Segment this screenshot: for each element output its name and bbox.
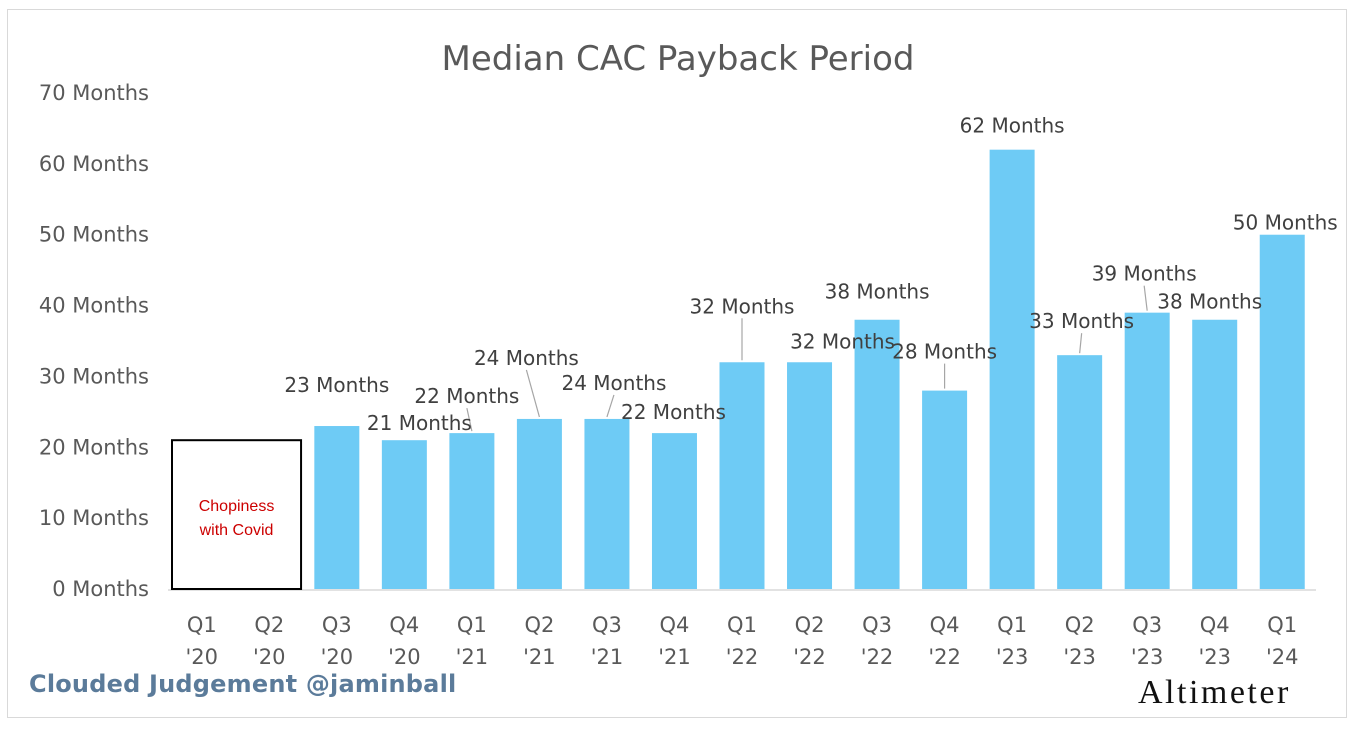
bar (989, 149, 1035, 589)
bar (1124, 312, 1170, 589)
data-label: 33 Months (1029, 309, 1134, 333)
data-label: 24 Months (561, 371, 666, 395)
chart-title: Median CAC Payback Period (442, 39, 915, 79)
bar (449, 433, 495, 589)
x-tick-label: '21 (658, 645, 691, 669)
label-leaders (466, 285, 1148, 432)
data-label: 39 Months (1092, 262, 1197, 286)
x-tick-label: '24 (1266, 645, 1299, 669)
x-tick-label: Q3 (592, 613, 622, 637)
x-tick-label: '23 (996, 645, 1029, 669)
credit-watermark: Clouded Judgement @jaminball (29, 670, 457, 698)
data-label: 21 Months (367, 411, 472, 435)
x-tick-label: '23 (1063, 645, 1096, 669)
bar (651, 433, 697, 589)
y-tick-label: 30 Months (39, 364, 149, 388)
x-tick-label: Q3 (1132, 613, 1162, 637)
x-tick-label: Q4 (930, 613, 960, 637)
x-tick-label: Q2 (524, 613, 554, 637)
x-tick-label: '21 (456, 645, 489, 669)
x-tick-label: Q1 (457, 613, 487, 637)
y-tick-label: 0 Months (52, 577, 149, 601)
data-label: 28 Months (892, 340, 997, 364)
data-label: 22 Months (414, 384, 519, 408)
leader-line (466, 407, 473, 432)
y-tick-label: 10 Months (39, 506, 149, 530)
x-axis: Q1 '20 Q2 '20 Q3 '20 Q4 '20 Q1 '21 Q2 '21 Q3 '21 Q4 '21… (168, 589, 1316, 669)
data-label: 32 Months (790, 329, 895, 353)
bar (854, 319, 900, 589)
chart-frame (7, 9, 1347, 718)
bar (381, 440, 427, 589)
leader-line (525, 369, 540, 418)
bar (1192, 319, 1238, 589)
x-tick-label: Q4 (660, 613, 690, 637)
x-tick-label: Q1 (997, 613, 1027, 637)
x-tick-label: '21 (523, 645, 556, 669)
leader-line (1143, 285, 1148, 311)
x-tick-label: Q3 (322, 613, 352, 637)
bar (516, 418, 562, 589)
x-tick-label: Q1 (187, 613, 217, 637)
x-tick-label: '20 (321, 645, 354, 669)
bars (314, 149, 1305, 589)
x-tick-label: Q4 (1200, 613, 1230, 637)
x-tick-label: '20 (388, 645, 421, 669)
x-tick-label: '20 (253, 645, 286, 669)
data-label: 50 Months (1233, 211, 1338, 235)
x-tick-label: '22 (861, 645, 894, 669)
x-tick-label: '23 (1131, 645, 1164, 669)
bar (719, 362, 765, 589)
bar (1057, 355, 1103, 589)
bar (584, 418, 630, 589)
data-label: 32 Months (690, 294, 795, 318)
bar (1259, 234, 1305, 589)
annotation-text: with Covid (199, 522, 274, 539)
x-tick-label: '22 (928, 645, 961, 669)
x-tick-label: Q1 (1267, 613, 1297, 637)
data-label: 24 Months (474, 346, 579, 370)
x-tick-label: Q2 (795, 613, 825, 637)
x-tick-label: '22 (726, 645, 759, 669)
leader-line (1079, 333, 1083, 354)
x-tick-label: '22 (793, 645, 826, 669)
annotation-box (171, 439, 303, 591)
data-label: 38 Months (1157, 290, 1262, 314)
y-axis: 0 Months 10 Months 20 Months 30 Months 40 Mo… (39, 81, 149, 601)
x-tick-label: '21 (591, 645, 624, 669)
x-tick-label: Q2 (1065, 613, 1095, 637)
data-label: 23 Months (284, 373, 389, 397)
y-tick-label: 70 Months (39, 81, 149, 105)
bar (787, 362, 833, 589)
y-tick-label: 60 Months (39, 152, 149, 176)
x-tick-label: Q2 (254, 613, 284, 637)
brand-logo: Altimeter (1138, 674, 1291, 711)
data-label: 62 Months (960, 114, 1065, 138)
data-label: 22 Months (621, 400, 726, 424)
y-tick-label: 50 Months (39, 223, 149, 247)
bar (922, 390, 968, 589)
covid-annotation: Chopiness with Covid (171, 439, 303, 591)
data-label: 38 Months (825, 280, 930, 304)
leader-line (606, 394, 615, 418)
x-tick-label: '23 (1198, 645, 1231, 669)
x-tick-label: '20 (186, 645, 219, 669)
x-tick-label: Q1 (727, 613, 757, 637)
y-tick-label: 20 Months (39, 435, 149, 459)
x-tick-label: Q4 (389, 613, 419, 637)
annotation-text: Chopiness (199, 498, 275, 515)
y-tick-label: 40 Months (39, 294, 149, 318)
x-tick-label: Q3 (862, 613, 892, 637)
bar (314, 426, 360, 589)
